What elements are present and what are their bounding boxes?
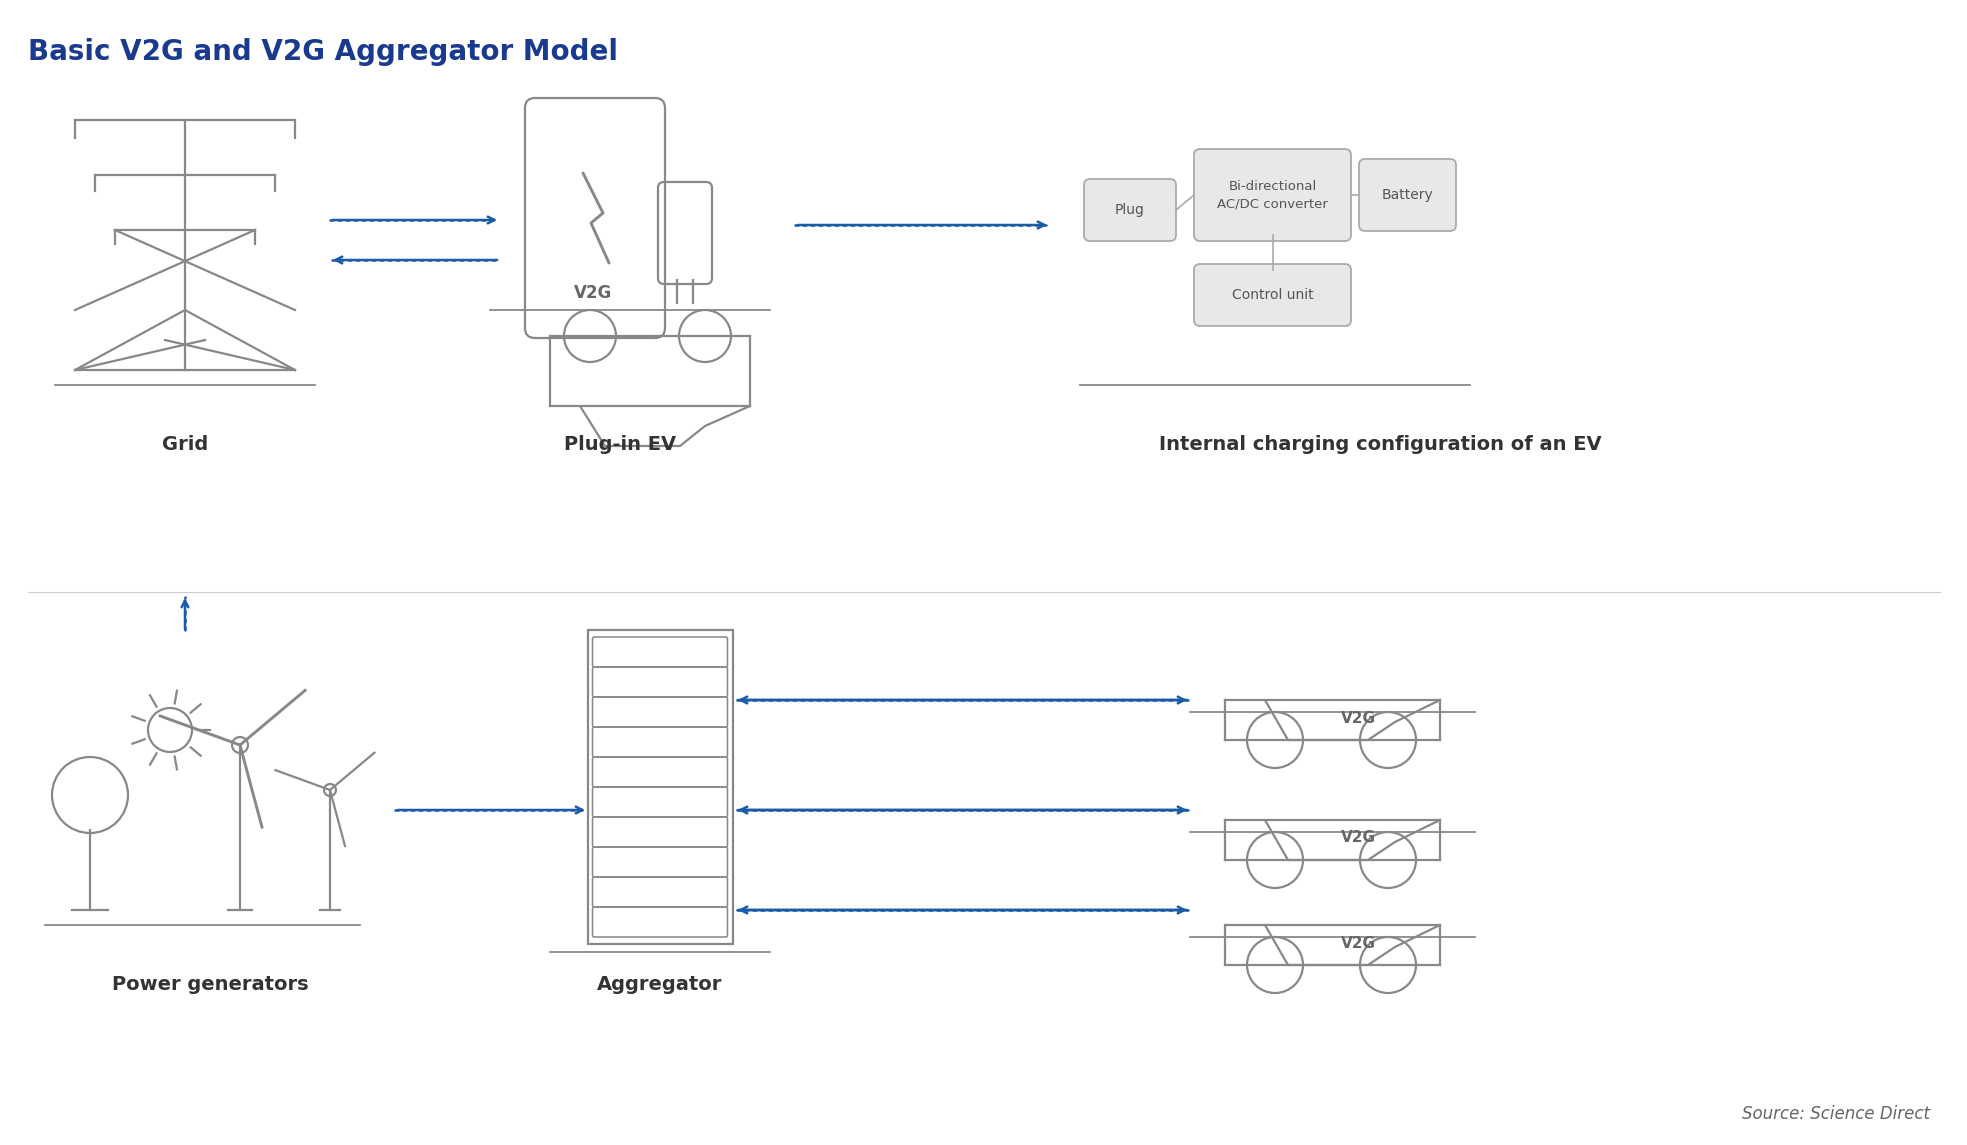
FancyBboxPatch shape [1084, 179, 1176, 240]
Text: Power generators: Power generators [112, 976, 309, 994]
Text: V2G: V2G [1340, 830, 1375, 845]
Text: Source: Science Direct: Source: Science Direct [1743, 1105, 1930, 1123]
Text: V2G: V2G [1340, 711, 1375, 726]
Text: Basic V2G and V2G Aggregator Model: Basic V2G and V2G Aggregator Model [28, 38, 618, 66]
Text: Battery: Battery [1381, 188, 1434, 202]
Text: Plug-in EV: Plug-in EV [565, 435, 677, 455]
Text: Control unit: Control unit [1231, 289, 1314, 302]
Text: Internal charging configuration of an EV: Internal charging configuration of an EV [1159, 435, 1601, 455]
Bar [588, 630, 732, 943]
FancyBboxPatch shape [1194, 149, 1351, 240]
Text: Plug: Plug [1115, 203, 1145, 218]
Text: V2G: V2G [1340, 935, 1375, 950]
FancyBboxPatch shape [1359, 159, 1456, 231]
FancyBboxPatch shape [1194, 264, 1351, 326]
Text: V2G: V2G [574, 284, 612, 302]
Text: Bi-directional
AC/DC converter: Bi-directional AC/DC converter [1218, 180, 1328, 211]
Text: Aggregator: Aggregator [598, 976, 722, 994]
Text: Grid: Grid [161, 435, 209, 455]
